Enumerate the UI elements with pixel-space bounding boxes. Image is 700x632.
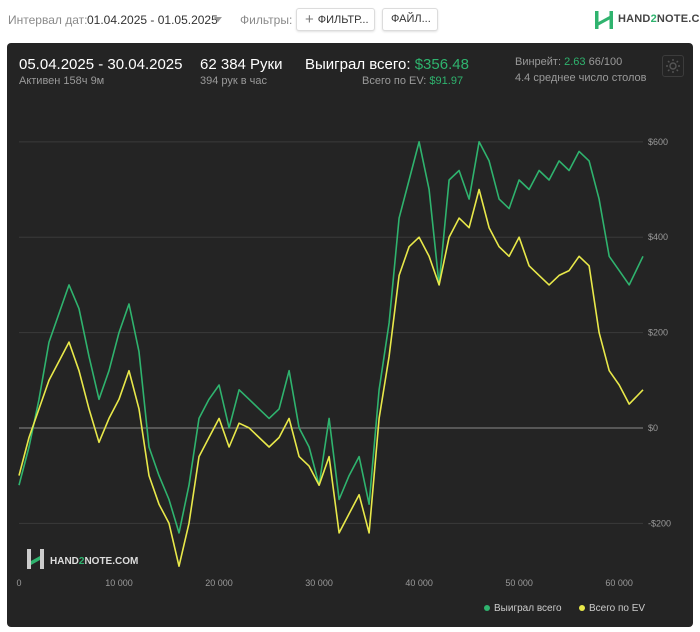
chart-grid [19,141,643,524]
active-time: Активен 158ч 9м [19,75,105,87]
y-tick-label: $400 [648,232,668,242]
legend-dot-ev [579,605,585,611]
winrate: Винрейт: 2.63 66/100 [515,56,622,68]
y-tick-label: $600 [648,137,668,147]
filters-label: Фильтры: [240,13,293,27]
gear-icon [666,59,680,73]
ev-total: Всего по EV: $91.97 [362,75,463,87]
x-axis-labels: 0 10 000 20 000 30 000 40 000 50 000 60 000 [16,578,632,588]
y-tick-label: $0 [648,423,658,433]
x-tick-label: 30 000 [305,578,333,588]
hand2note-logo: HAND2NOTE.COM [594,10,700,30]
ev-total-label: Всего по EV: [362,75,427,87]
winrate-value: 2.63 [564,56,586,68]
y-tick-label: $200 [648,328,668,338]
series-line-ev [18,188,644,568]
y-axis-labels: $600 $400 $200 $0 -$200 [648,137,671,528]
series-line-won [18,141,644,534]
avg-tables: 4.4 среднее число столов [515,72,647,84]
date-range: 05.04.2025 - 30.04.2025 [19,56,183,73]
date-interval-label: Интервал дат: [8,13,88,27]
chart-watermark: HAND2NOTE.COM [27,549,138,569]
logo-text: HAND2NOTE.COM [618,13,700,25]
settings-button[interactable] [662,55,684,77]
logo-text-part3: NOTE.COM [656,13,700,25]
legend-ev: Всего по EV [589,603,645,614]
won-total-value: $356.48 [414,56,469,73]
x-tick-label: 60 000 [605,578,633,588]
files-button-label: ФАЙЛ... [391,13,431,25]
x-tick-label: 50 000 [505,578,533,588]
hands-count: 62 384 Руки [200,56,283,73]
winrate-suffix: 66/100 [588,56,623,68]
chevron-down-icon[interactable] [214,17,222,22]
watermark-logo-bridge [31,556,40,565]
x-tick-label: 40 000 [405,578,433,588]
hand2note-logo-icon [595,11,613,29]
hands-per-hour: 394 рук в час [200,75,268,87]
chart-legend: Выиграл всего Всего по EV [484,603,645,614]
won-total: Выиграл всего: $356.48 [305,56,469,73]
logo-text-part2: 2 [650,13,657,25]
bankroll-chart: $600 $400 $200 $0 -$200 0 10 000 20 000 30 000 4… [16,137,671,614]
x-tick-label: 20 000 [205,578,233,588]
x-tick-label: 0 [16,578,21,588]
watermark-logo-bar-left [27,549,31,569]
watermark-logo-bar-right [40,549,44,569]
logo-text-part1: HAND [618,13,651,25]
filter-button[interactable]: + ФИЛЬТР... [296,8,375,31]
files-button[interactable]: ФАЙЛ... [382,8,438,31]
chart-lines [18,141,644,568]
x-tick-label: 10 000 [105,578,133,588]
ev-total-value: $91.97 [429,75,464,87]
legend-dot-won [484,605,490,611]
toolbar: Интервал дат: 01.04.2025 - 01.05.2025 Фи… [0,0,700,40]
y-tick-label: -$200 [648,518,671,528]
winrate-label: Винрейт: [515,56,562,68]
legend-won: Выиграл всего [494,603,562,614]
filter-button-label: ФИЛЬТР... [317,14,369,26]
plus-icon: + [305,11,314,28]
won-total-label: Выиграл всего: [305,56,411,73]
watermark-text: HAND2NOTE.COM [50,556,138,567]
graph-panel: 05.04.2025 - 30.04.2025 Активен 158ч 9м … [7,43,693,627]
date-interval-select[interactable]: 01.04.2025 - 01.05.2025 [87,13,218,27]
